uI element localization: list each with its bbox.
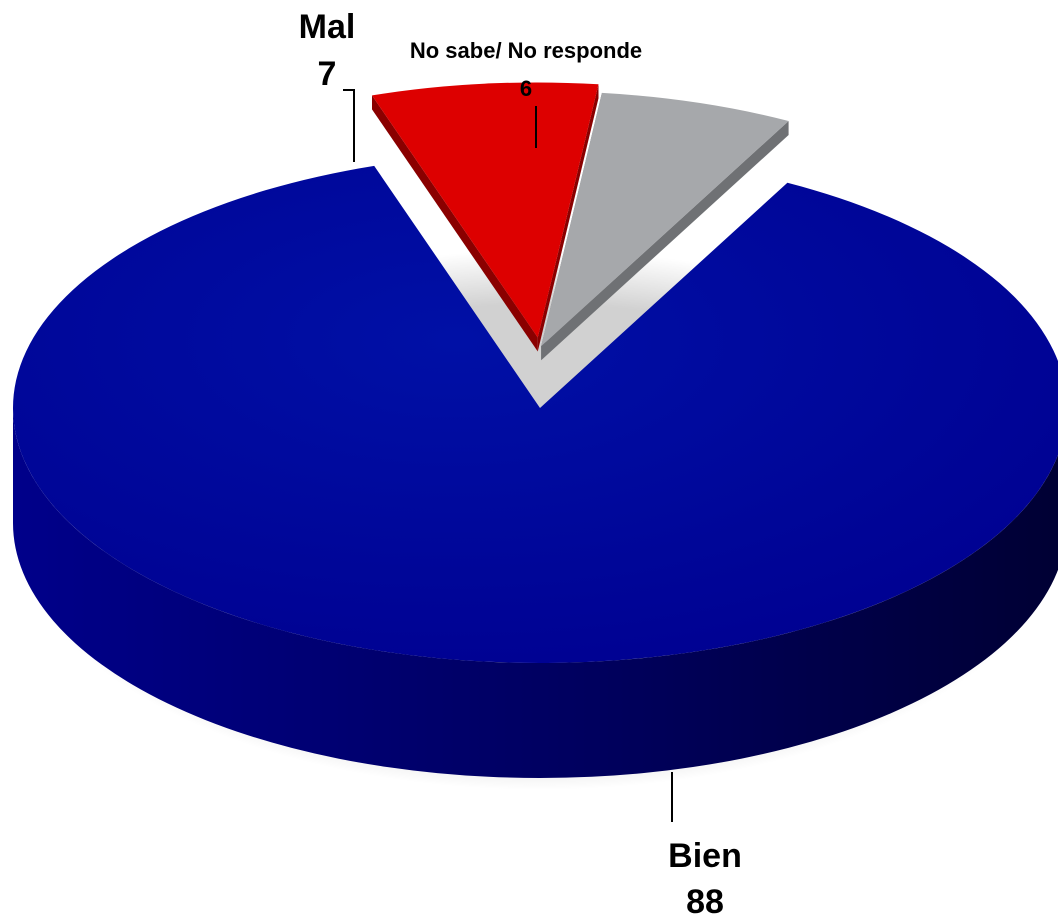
slice-mal — [372, 82, 599, 338]
slice-nsnr-side-face — [541, 121, 789, 361]
pie-side-wall — [13, 408, 1058, 778]
leader-line-mal — [343, 89, 355, 162]
label-nsnr-name: No sabe/ No responde — [410, 38, 642, 63]
label-nsnr-value: 6 — [520, 76, 532, 101]
label-bien-name: Bien — [668, 837, 742, 875]
slice-mal-side-face — [537, 84, 599, 352]
slice-bien — [13, 165, 1058, 663]
slice-mal-side-face — [372, 95, 538, 352]
label-bien-value: 88 — [686, 883, 724, 921]
label-mal-value: 7 — [318, 55, 337, 93]
slice-nsnr — [541, 92, 789, 347]
label-mal-name: Mal — [299, 8, 356, 46]
